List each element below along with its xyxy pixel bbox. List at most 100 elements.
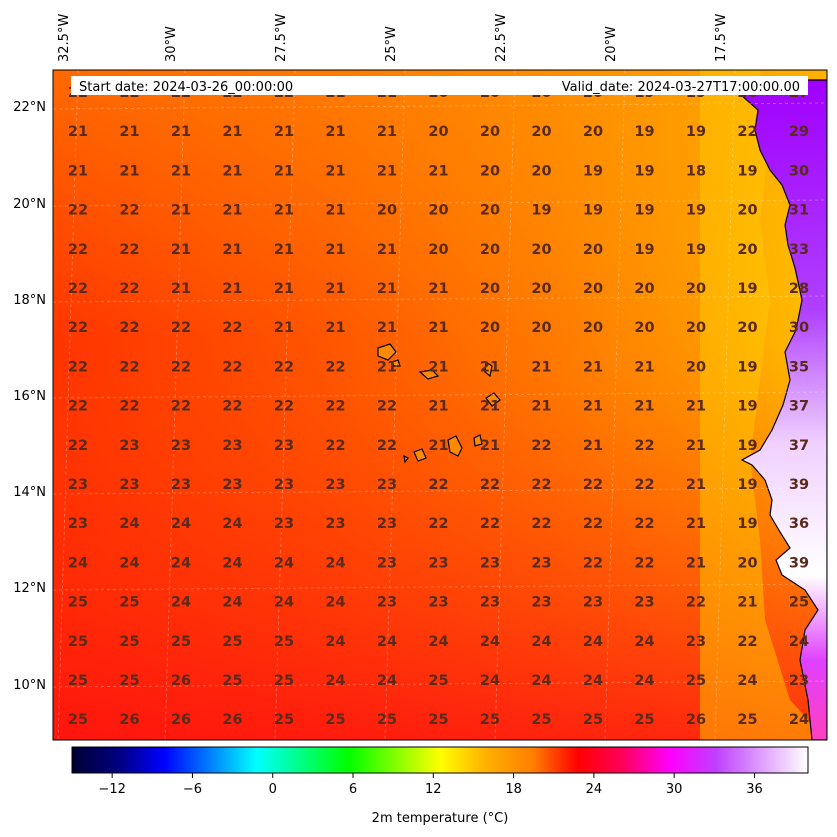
temperature-value: 24 xyxy=(325,595,345,611)
temperature-value: 23 xyxy=(428,595,448,611)
temperature-value: 25 xyxy=(68,634,88,650)
temperature-value: 25 xyxy=(171,634,191,650)
temperature-value: 20 xyxy=(480,281,500,297)
temperature-value: 21 xyxy=(171,124,191,140)
temperature-value: 22 xyxy=(325,399,345,415)
temperature-value: 23 xyxy=(428,555,448,571)
temperature-value: 24 xyxy=(377,634,397,650)
temperature-value: 21 xyxy=(377,359,397,375)
temperature-value: 21 xyxy=(428,163,448,179)
temperature-value: 23 xyxy=(583,595,603,611)
temperature-value: 22 xyxy=(480,516,500,532)
temperature-value: 21 xyxy=(222,242,242,258)
temperature-value: 37 xyxy=(789,399,809,415)
temperature-value: 26 xyxy=(171,673,191,689)
temperature-value: 21 xyxy=(377,163,397,179)
latitude-label: 18°N xyxy=(13,293,46,308)
temperature-value: 20 xyxy=(737,320,757,336)
temperature-value: 24 xyxy=(68,555,88,571)
temperature-value: 22 xyxy=(634,516,654,532)
temperature-value: 22 xyxy=(68,359,88,375)
temperature-value: 19 xyxy=(634,124,654,140)
temperature-value: 22 xyxy=(531,438,551,454)
temperature-value: 21 xyxy=(274,203,294,219)
temperature-value: 21 xyxy=(171,281,191,297)
temperature-value: 25 xyxy=(325,712,345,728)
temperature-value: 25 xyxy=(119,673,139,689)
temperature-value: 21 xyxy=(377,242,397,258)
colorbar-tick-label: 0 xyxy=(269,782,277,797)
temperature-value: 21 xyxy=(222,281,242,297)
temperature-value: 25 xyxy=(68,673,88,689)
colorbar: −12 −6 0 6 12 18 24 30 36 2m temperature (°C) xyxy=(71,746,809,826)
temperature-value: 20 xyxy=(480,203,500,219)
temperature-value: 31 xyxy=(789,203,809,219)
colorbar-bar xyxy=(71,746,809,774)
temperature-value: 19 xyxy=(737,516,757,532)
temperature-value: 19 xyxy=(737,399,757,415)
temperature-value: 21 xyxy=(428,399,448,415)
colorbar-tick-label: 18 xyxy=(505,782,522,797)
temperature-value: 22 xyxy=(686,595,706,611)
temperature-value: 21 xyxy=(686,438,706,454)
temperature-value: 20 xyxy=(480,124,500,140)
temperature-value: 20 xyxy=(428,124,448,140)
temperature-value: 20 xyxy=(531,124,551,140)
temperature-value: 21 xyxy=(377,124,397,140)
temperature-value: 23 xyxy=(325,516,345,532)
temperature-value: 25 xyxy=(274,712,294,728)
colorbar-tick-label: −12 xyxy=(98,782,125,797)
temperature-value: 25 xyxy=(222,634,242,650)
temperature-value: 39 xyxy=(789,477,809,493)
temperature-value: 21 xyxy=(325,163,345,179)
longitude-label: 27.5°W xyxy=(274,14,289,62)
temperature-value: 23 xyxy=(274,438,294,454)
meridian-line xyxy=(384,70,406,740)
temperature-value: 22 xyxy=(428,516,448,532)
temperature-value: 23 xyxy=(171,477,191,493)
temperature-value: 25 xyxy=(274,634,294,650)
temperature-value: 22 xyxy=(325,438,345,454)
temperature-value: 21 xyxy=(325,203,345,219)
temperature-value: 21 xyxy=(634,359,654,375)
temperature-value: 23 xyxy=(171,438,191,454)
temperature-value: 22 xyxy=(68,320,88,336)
temperature-value: 19 xyxy=(737,438,757,454)
temperature-value: 21 xyxy=(686,555,706,571)
temperature-value: 25 xyxy=(68,712,88,728)
temperature-value: 24 xyxy=(737,673,757,689)
temperature-value: 25 xyxy=(274,673,294,689)
temperature-value: 23 xyxy=(377,477,397,493)
temperature-value: 21 xyxy=(428,438,448,454)
temperature-value: 21 xyxy=(325,242,345,258)
latitude-label: 10°N xyxy=(13,678,46,693)
temperature-value: 21 xyxy=(222,163,242,179)
temperature-value: 24 xyxy=(222,595,242,611)
temperature-value: 21 xyxy=(274,242,294,258)
temperature-value: 22 xyxy=(737,634,757,650)
temperature-value: 25 xyxy=(119,595,139,611)
temperature-value: 22 xyxy=(634,438,654,454)
temperature-value: 20 xyxy=(480,163,500,179)
temperature-value: 21 xyxy=(634,399,654,415)
temperature-value: 22 xyxy=(68,203,88,219)
temperature-field: 2222222222212120202020191920272121212121… xyxy=(53,70,827,740)
temperature-value: 21 xyxy=(480,359,500,375)
temperature-value: 24 xyxy=(480,634,500,650)
temperature-value: 30 xyxy=(789,163,809,179)
longitude-label: 20°W xyxy=(604,26,619,62)
temperature-value: 24 xyxy=(428,634,448,650)
temperature-value: 24 xyxy=(789,634,809,650)
temperature-value: 26 xyxy=(171,712,191,728)
colorbar-tick-label: 6 xyxy=(349,782,357,797)
temperature-value: 21 xyxy=(377,281,397,297)
temperature-value: 21 xyxy=(171,163,191,179)
temperature-value: 24 xyxy=(325,634,345,650)
temperature-value: 22 xyxy=(68,281,88,297)
temperature-value: 22 xyxy=(119,281,139,297)
longitude-label: 25°W xyxy=(384,26,399,62)
longitude-labels: 32.5°W 30°W 27.5°W 25°W 22.5°W 20°W 17.5°W xyxy=(57,14,729,62)
temperature-value: 24 xyxy=(222,516,242,532)
temperature-value: 21 xyxy=(325,124,345,140)
temperature-value: 21 xyxy=(274,124,294,140)
